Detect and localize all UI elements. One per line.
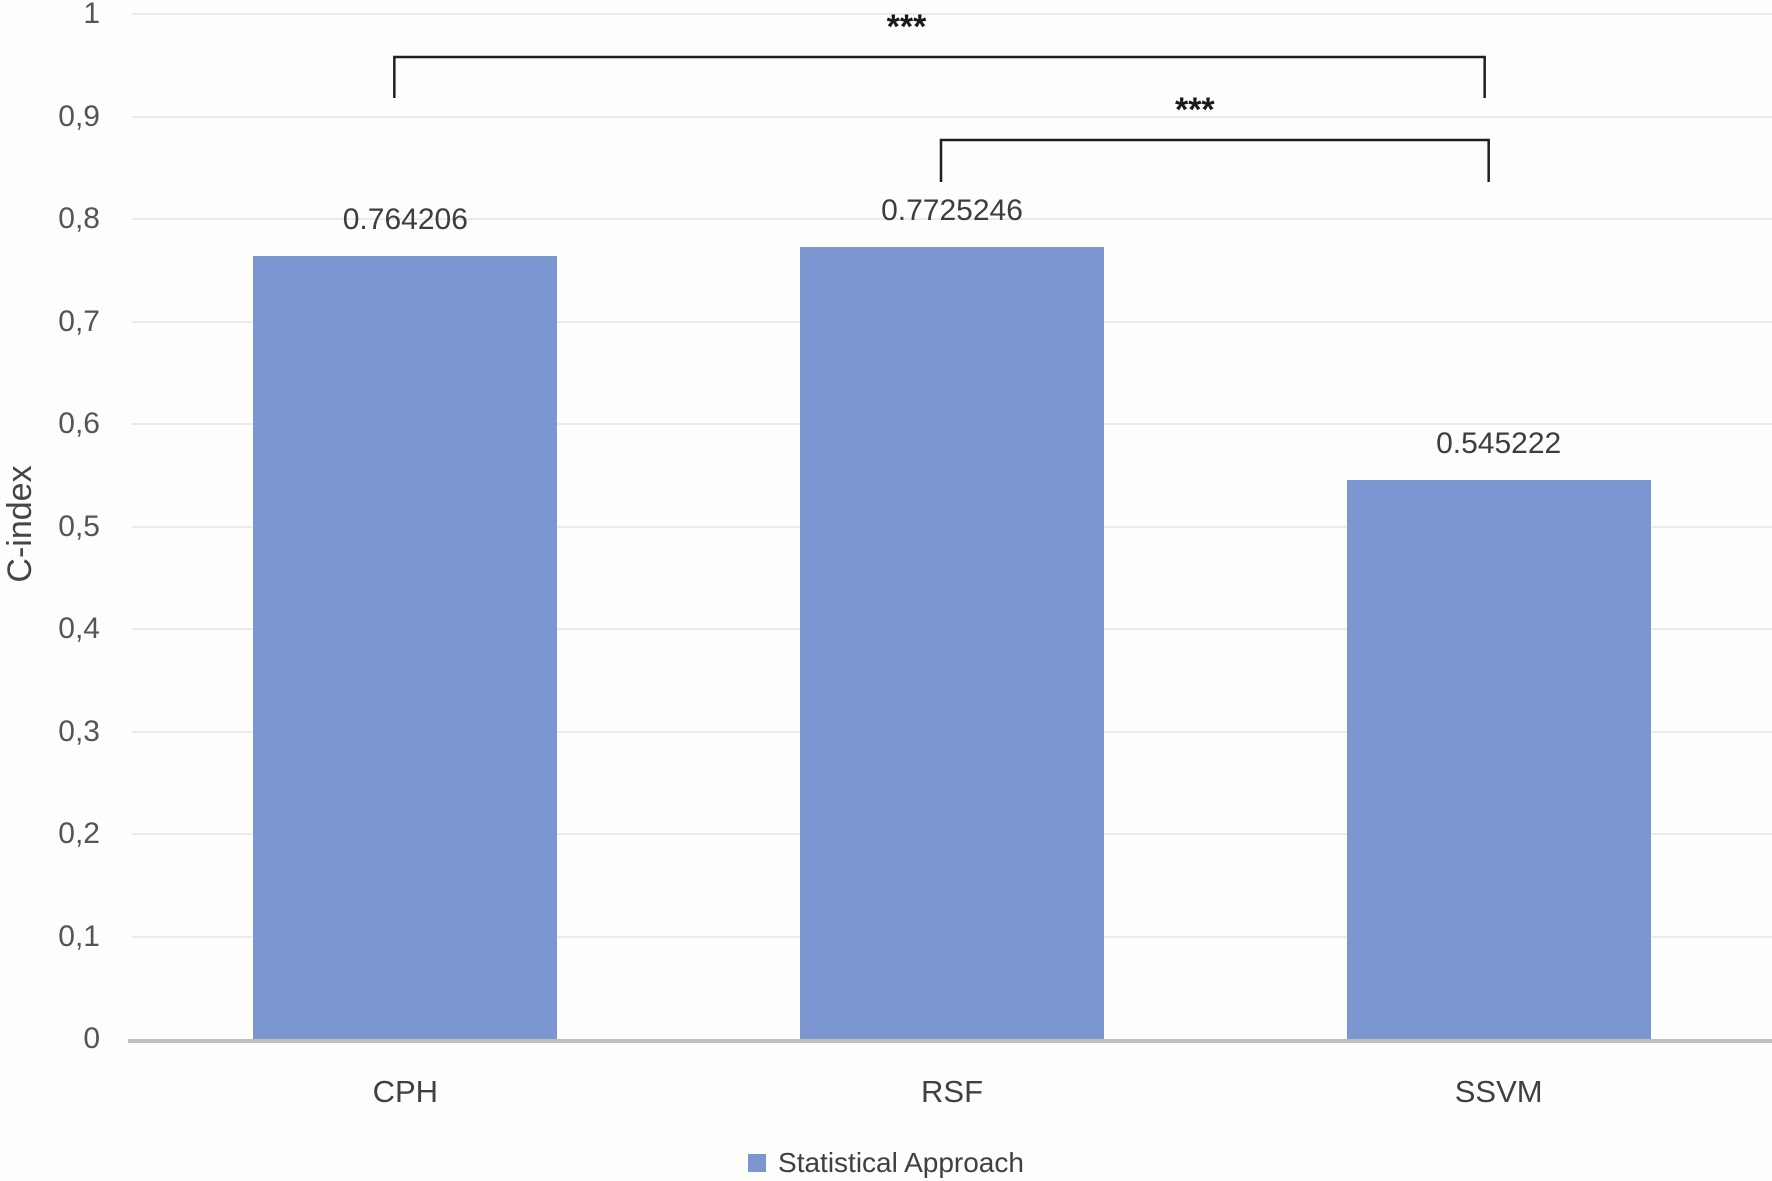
category-label-rsf: RSF: [921, 1074, 983, 1109]
y-tick-label: 0,4: [58, 612, 100, 645]
significance-stars-cph-ssvm: ***: [886, 8, 927, 46]
y-tick-label: 0,9: [58, 99, 100, 133]
y-tick-label: 0,6: [58, 407, 100, 440]
gridline-0,8: [132, 218, 1772, 220]
gridline-1: [132, 13, 1772, 15]
significance-stars-rsf-ssvm: ***: [1174, 91, 1215, 129]
y-tick-label: 0: [83, 1022, 100, 1055]
bar-rsf: [800, 247, 1104, 1039]
y-tick-label: 0,7: [58, 304, 100, 338]
legend-color-swatch: [748, 1154, 767, 1172]
y-tick-label: 1: [83, 0, 100, 30]
x-axis-line: [128, 1039, 1772, 1043]
bar-value-label-rsf: 0.7725246: [881, 194, 1023, 228]
bar-value-label-cph: 0.764206: [342, 202, 468, 236]
significance-bracket-cph-ssvm: [393, 55, 1486, 98]
category-label-ssvm: SSVM: [1454, 1074, 1543, 1109]
y-tick-label: 0,1: [58, 919, 100, 953]
legend-label: Statistical Approach: [778, 1147, 1024, 1178]
category-label-cph: CPH: [372, 1074, 439, 1109]
bar-cph: [253, 255, 558, 1039]
y-tick-label: 0,8: [58, 202, 100, 235]
y-tick-label: 0,5: [58, 509, 100, 543]
y-tick-label: 0,2: [58, 817, 100, 850]
legend: Statistical Approach: [0, 1143, 1772, 1181]
gridline-0,9: [132, 115, 1772, 118]
bar-ssvm: [1346, 480, 1651, 1039]
significance-bracket-rsf-ssvm: [939, 138, 1490, 182]
y-tick-label: 0,3: [58, 714, 100, 748]
bar-value-label-ssvm: 0.545222: [1436, 427, 1562, 461]
